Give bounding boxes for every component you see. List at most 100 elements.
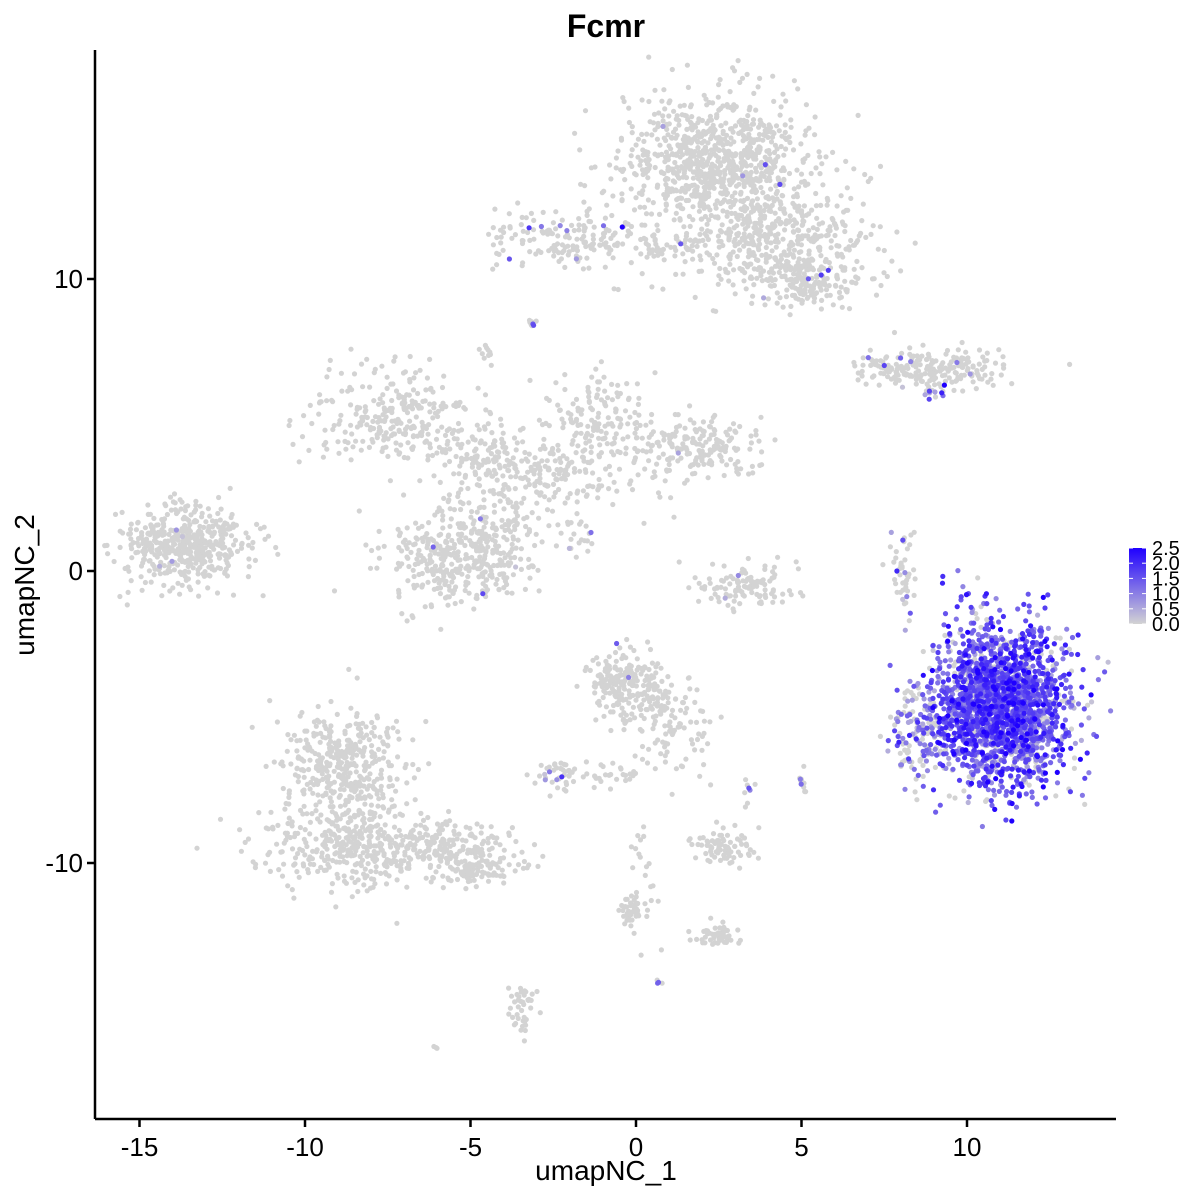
cell-point <box>428 602 434 608</box>
cell-point <box>342 728 348 734</box>
cell-point <box>483 577 489 583</box>
cell-point <box>481 497 487 503</box>
cell-point <box>761 208 767 214</box>
cell-point <box>424 545 430 551</box>
cell-point <box>712 163 718 169</box>
cell-point <box>788 303 794 309</box>
cell-point <box>794 167 800 173</box>
cell-point <box>742 226 748 232</box>
cell-point <box>398 420 404 426</box>
cell-point <box>232 537 239 543</box>
cell-point <box>323 774 329 780</box>
cell-point <box>532 455 538 461</box>
cell-point <box>615 700 621 706</box>
cell-point <box>782 227 788 233</box>
cell-point <box>633 674 639 681</box>
cell-point <box>574 248 581 254</box>
cell-point <box>455 493 461 500</box>
cell-point <box>245 535 251 541</box>
cell-point <box>732 152 738 158</box>
cell-point <box>560 425 566 431</box>
cell-point <box>482 441 488 447</box>
cell-point <box>610 255 616 261</box>
cell-point <box>122 565 128 572</box>
cell-point <box>757 177 763 184</box>
cell-point <box>525 458 531 464</box>
cell-point <box>537 446 544 452</box>
cell-point <box>617 390 624 397</box>
cell-point <box>675 195 681 202</box>
cell-point <box>139 530 145 536</box>
cell-point <box>705 204 711 210</box>
cell-point <box>716 599 722 605</box>
cell-point <box>368 802 374 808</box>
cell-point <box>732 190 738 196</box>
cell-point <box>654 245 660 251</box>
cell-point <box>758 578 764 584</box>
cell-point <box>555 442 561 448</box>
cell-point <box>585 483 591 489</box>
cell-point <box>730 171 736 177</box>
cell-point <box>803 128 809 134</box>
cell-point <box>741 278 747 284</box>
cell-point <box>787 312 793 318</box>
cell-point <box>699 117 706 124</box>
cell-point <box>502 522 508 528</box>
cell-point <box>392 418 398 424</box>
cell-point <box>633 697 639 703</box>
cell-point <box>474 592 480 598</box>
cell-point <box>523 484 529 490</box>
cell-point <box>163 503 169 509</box>
cell-point <box>718 229 725 235</box>
cell-point <box>327 795 333 801</box>
cell-point <box>706 576 713 582</box>
cell-point <box>771 574 777 580</box>
cell-point <box>748 586 754 592</box>
cell-point <box>863 381 869 387</box>
cell-point <box>409 446 415 452</box>
cell-point <box>552 490 558 496</box>
cell-point <box>469 554 475 561</box>
cell-point <box>946 793 952 799</box>
cell-point <box>573 418 579 424</box>
cell-point <box>696 152 702 158</box>
cell-point <box>523 523 529 530</box>
cell-point <box>607 472 613 478</box>
cell-point <box>426 520 432 526</box>
cell-point <box>547 793 553 799</box>
cell-point <box>399 561 405 567</box>
cell-point <box>661 135 667 141</box>
cell-point <box>859 373 865 379</box>
cell-point <box>654 440 660 446</box>
cell-point <box>741 231 747 237</box>
cell-point <box>462 542 468 549</box>
cell-point <box>748 162 754 168</box>
cell-point <box>286 422 292 429</box>
cell-point <box>677 103 683 109</box>
cell-point <box>680 152 686 158</box>
cell-point <box>672 696 679 702</box>
cell-point <box>615 148 621 154</box>
cell-point <box>784 287 790 293</box>
cell-point <box>633 142 639 148</box>
cell-point <box>515 200 521 206</box>
cell-point <box>465 574 471 580</box>
cell-point <box>402 430 409 436</box>
cell-point <box>485 459 492 465</box>
cell-point <box>672 244 678 250</box>
cell-point <box>740 199 746 205</box>
cell-point <box>590 470 596 476</box>
cell-point <box>522 449 528 456</box>
cell-point <box>711 431 717 437</box>
cell-point <box>555 522 561 528</box>
cell-point <box>436 444 442 450</box>
cell-point <box>739 266 745 273</box>
cell-point <box>873 362 879 368</box>
cell-point <box>798 249 804 255</box>
cell-point <box>536 515 542 521</box>
cell-point <box>749 198 755 205</box>
cell-point <box>814 226 820 232</box>
cell-point <box>124 602 130 608</box>
cell-point <box>519 458 525 464</box>
cell-point <box>622 408 629 414</box>
